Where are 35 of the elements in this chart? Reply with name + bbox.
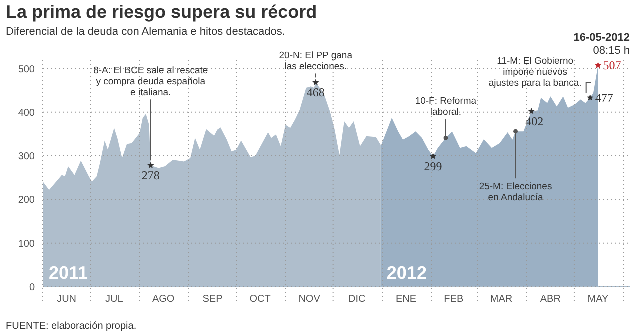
series-label: 2011	[49, 263, 88, 283]
annotation: 468	[306, 86, 325, 100]
x-tick-label: ENE	[396, 294, 417, 306]
chart-subtitle: Diferencial de la deuda con Alemania e hitos destacados.	[6, 26, 286, 38]
x-tick-label: ABR	[540, 294, 561, 306]
annotation: 25-M: Elecciones en Andalucía	[479, 182, 552, 204]
annotation: 299	[424, 159, 442, 174]
x-tick-label: NOV	[298, 294, 321, 306]
x-tick-label: SEP	[202, 294, 224, 306]
text: 08:15 h	[593, 45, 630, 57]
y-tick-label: 100	[18, 238, 36, 250]
series-label: 2012	[386, 263, 427, 283]
text: 16-05-2012	[574, 32, 630, 44]
annotation: 507	[603, 58, 622, 73]
y-tick-label: 0	[29, 282, 36, 294]
x-tick-label: JUL	[105, 294, 124, 306]
x-tick-label: OCT	[250, 294, 271, 306]
y-tick-label: 500	[18, 64, 36, 76]
annotation: 11-M: El Gobierno impone nuevos ajustes para la banca.	[488, 56, 582, 89]
x-tick-label: FEB	[444, 294, 464, 306]
annotation: 20-N: El PP gana las elecciones.	[279, 50, 354, 73]
y-tick-label: 200	[18, 195, 36, 206]
x-tick-label: AGO	[152, 294, 175, 306]
x-tick-label: JUN	[57, 294, 77, 306]
y-tick-label: 400	[18, 108, 36, 119]
y-tick-label: 300	[18, 152, 36, 163]
x-tick-label: MAY	[588, 294, 610, 306]
chart-title: La prima de riesgo supera su récord	[6, 2, 318, 23]
annotation: 8-A: El BCE sale al rescate y compra deuda española e italiana.	[94, 66, 208, 99]
annotation: 477	[595, 90, 614, 105]
annotation: 278	[142, 168, 160, 183]
annotation: 10-F: Reforma laboral.	[415, 96, 478, 118]
x-tick-label: DIC	[348, 294, 366, 306]
source-note: FUENTE: elaboración propia.	[6, 321, 137, 332]
x-tick-label: MAR	[490, 294, 513, 306]
